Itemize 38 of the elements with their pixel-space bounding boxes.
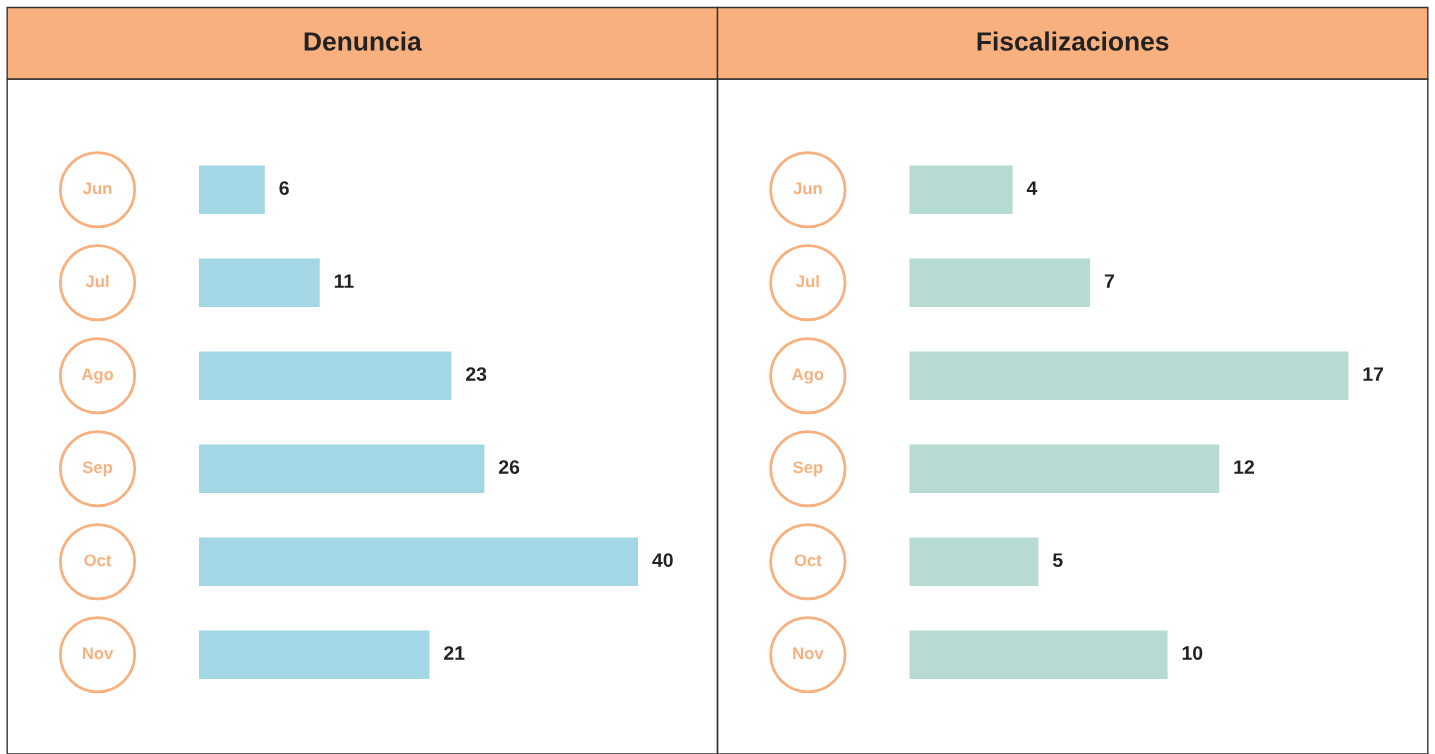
y-tick-label: Jul: [796, 274, 819, 288]
data-label: 12: [1234, 460, 1254, 474]
bar: [909, 351, 1349, 400]
chart-title: Denuncia: [304, 31, 422, 51]
data-label: 7: [1104, 274, 1114, 288]
y-tick-label: Oct: [84, 554, 112, 567]
bar: [198, 165, 265, 214]
y-tick-label: Jun: [82, 182, 112, 195]
y-tick-label: Sep: [82, 461, 113, 477]
bar: [198, 537, 639, 586]
y-tick-label: Nov: [82, 647, 114, 660]
bar: [198, 351, 452, 400]
bar: [909, 444, 1220, 493]
bar: [198, 258, 320, 307]
y-tick-label: Nov: [793, 647, 824, 660]
y-tick-label: Jun: [793, 182, 822, 195]
bar: [909, 537, 1039, 586]
y-tick-label: Ago: [792, 368, 824, 384]
data-label: 6: [279, 181, 289, 195]
y-tick-label: Ago: [81, 368, 114, 384]
data-label: 11: [334, 274, 354, 288]
bar: [198, 630, 430, 679]
chart-title: Fiscalizaciones: [977, 31, 1169, 51]
data-label: 23: [466, 367, 487, 381]
y-tick-label: Jul: [85, 274, 109, 288]
data-label: 40: [652, 553, 673, 567]
bar: [909, 165, 1013, 214]
y-tick-label: Oct: [794, 554, 822, 567]
data-label: 10: [1182, 646, 1203, 660]
data-label: 17: [1363, 367, 1384, 381]
bar: [909, 258, 1091, 307]
data-label: 26: [498, 460, 520, 474]
data-label: 4: [1026, 181, 1038, 195]
data-label: 21: [444, 646, 465, 660]
y-tick-label: Sep: [793, 461, 823, 477]
data-label: 5: [1052, 553, 1063, 567]
bar: [909, 630, 1168, 679]
bar: [198, 444, 485, 493]
